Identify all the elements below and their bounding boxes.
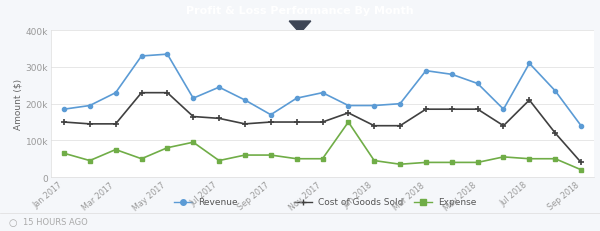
Polygon shape <box>289 22 311 34</box>
Text: Cost of Goods Sold: Cost of Goods Sold <box>318 198 403 207</box>
Text: Profit & Loss Performance By Month: Profit & Loss Performance By Month <box>186 6 414 16</box>
Y-axis label: Amount ($): Amount ($) <box>14 79 23 130</box>
Text: ○: ○ <box>9 217 17 227</box>
Text: 15 HOURS AGO: 15 HOURS AGO <box>23 218 88 227</box>
Text: Expense: Expense <box>438 198 476 207</box>
Text: Revenue: Revenue <box>198 198 238 207</box>
